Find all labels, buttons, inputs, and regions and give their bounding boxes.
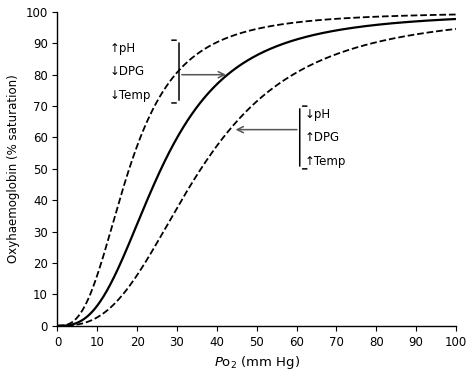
Text: ↑pH: ↑pH: [109, 42, 136, 55]
Y-axis label: Oxyhaemoglobin (% saturation): Oxyhaemoglobin (% saturation): [7, 74, 20, 263]
Text: ↓Temp: ↓Temp: [109, 89, 151, 102]
Text: ↑Temp: ↑Temp: [304, 155, 346, 168]
Text: ↑DPG: ↑DPG: [304, 131, 340, 144]
X-axis label: $\mathit{P}$o$_2$ (mm Hg): $\mathit{P}$o$_2$ (mm Hg): [214, 354, 300, 371]
Text: ↓pH: ↓pH: [304, 108, 331, 121]
Text: ↓DPG: ↓DPG: [109, 65, 145, 78]
